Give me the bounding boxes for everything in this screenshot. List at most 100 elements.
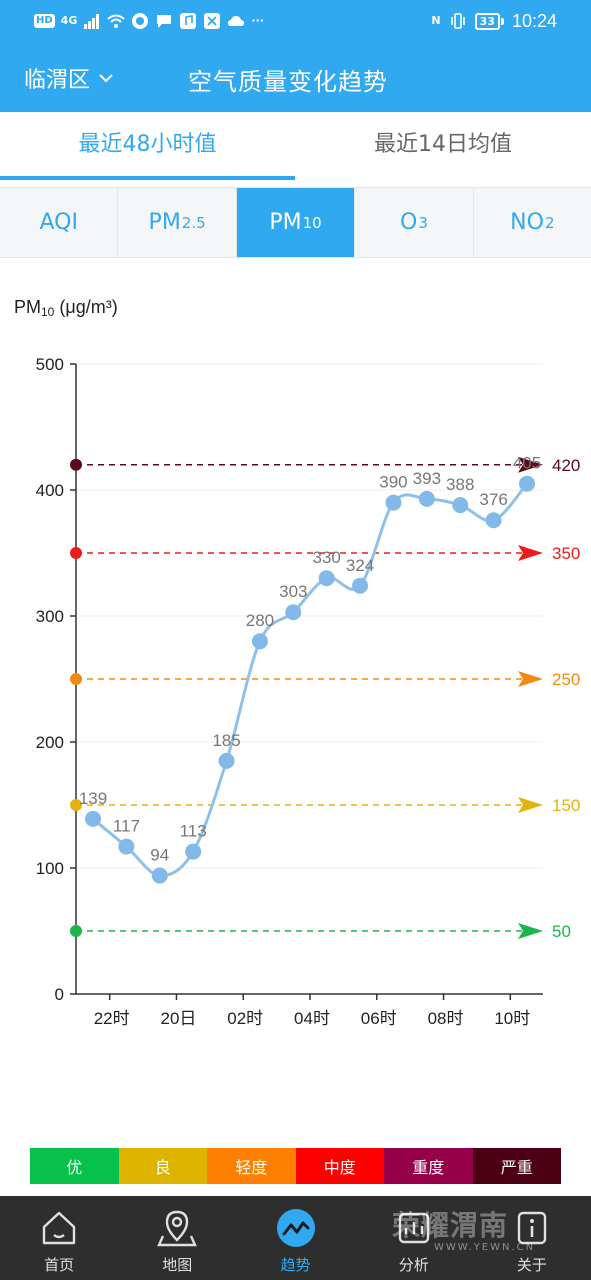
data-point — [519, 475, 535, 492]
threshold-arrow — [518, 923, 543, 939]
pollutant-label: O — [399, 210, 418, 235]
x-tick-label: 02时 — [227, 1009, 263, 1028]
data-point — [251, 633, 268, 650]
nav-label: 分析 — [398, 1256, 429, 1274]
legend-good: 良 — [118, 1148, 207, 1184]
data-label: 390 — [379, 473, 407, 492]
legend-light: 轻度 — [207, 1148, 296, 1184]
chevron-down-icon — [99, 74, 113, 83]
nav-label: 地图 — [162, 1256, 193, 1274]
pollutant-label: AQI — [39, 210, 78, 235]
cloud-icon — [228, 16, 245, 26]
x-tick-label: 10时 — [494, 1009, 530, 1028]
status-left: HD 4G — [34, 10, 264, 32]
data-point — [485, 512, 502, 529]
series-line — [92, 482, 529, 878]
info-icon — [517, 1211, 547, 1245]
threshold-dot — [70, 458, 82, 471]
unit-subscript: 10 — [41, 305, 55, 319]
data-point — [352, 577, 369, 594]
battery-icon: 33 — [474, 12, 504, 30]
app-bar: 临渭区 空气质量变化趋势 — [0, 42, 591, 112]
bottom-nav: 首页 地图 趋势 分析 关于 — [0, 1196, 591, 1280]
y-tick-label: 400 — [36, 481, 64, 500]
data-label: 393 — [413, 469, 441, 488]
pollutant-subscript: 2.5 — [181, 213, 206, 232]
data-label: 280 — [246, 611, 274, 630]
network-gen: 4G — [60, 14, 78, 27]
nav-home[interactable]: 首页 — [0, 1196, 118, 1280]
nav-label: 关于 — [516, 1256, 547, 1274]
pollutant-pm10[interactable]: PM 10 — [236, 188, 356, 257]
data-point — [185, 843, 202, 860]
data-label: 117 — [113, 817, 140, 836]
status-time: 10:24 — [511, 10, 557, 31]
data-point — [151, 867, 168, 884]
nav-about[interactable]: 关于 — [473, 1196, 591, 1280]
legend-label: 中度 — [323, 1158, 356, 1177]
data-label: 324 — [346, 556, 374, 575]
district-selector[interactable]: 临渭区 — [24, 62, 114, 94]
battery-tip — [500, 17, 504, 25]
x-tick-label: 20日 — [161, 1009, 197, 1028]
y-tick-label: 100 — [36, 859, 64, 878]
threshold-arrow — [518, 671, 543, 687]
legend-label: 优 — [66, 1158, 83, 1177]
threshold-label: 350 — [552, 544, 580, 563]
chart-y-axis-title: PM10 (μg/m³) — [14, 297, 118, 319]
hd-badge: HD — [34, 14, 55, 28]
header: HD 4G — [0, 0, 591, 112]
pollutant-subscript: 10 — [302, 213, 322, 232]
map-pin-icon — [157, 1210, 198, 1247]
pollutant-subscript: 2 — [544, 213, 555, 232]
y-tick-label: 200 — [36, 733, 64, 752]
nav-analysis[interactable]: 分析 — [355, 1196, 473, 1280]
active-tab-indicator — [0, 176, 295, 180]
range-tabs: 最近48小时值 最近14日均值 — [0, 112, 591, 182]
data-label: 113 — [180, 822, 207, 841]
tab-14-days[interactable]: 最近14日均值 — [374, 132, 512, 157]
data-point — [418, 490, 435, 507]
legend-excellent: 优 — [30, 1148, 119, 1184]
threshold-dot — [70, 673, 82, 685]
nav-map[interactable]: 地图 — [118, 1196, 236, 1280]
trend-icon — [276, 1209, 315, 1247]
threshold-arrow — [518, 545, 543, 561]
threshold-dot — [70, 925, 82, 937]
legend-label: 良 — [154, 1158, 171, 1177]
data-label: 388 — [446, 475, 474, 494]
vibrate-icon — [450, 13, 465, 29]
pollutant-label: PM — [269, 210, 302, 235]
data-label: 94 — [150, 846, 169, 865]
nav-trend[interactable]: 趋势 — [236, 1196, 354, 1280]
more-notifications-icon: ··· — [251, 14, 264, 27]
legend-heavy: 重度 — [384, 1148, 473, 1184]
status-right: N 33 10:24 — [431, 10, 557, 32]
translate-icon — [204, 13, 221, 29]
tab-48-hours[interactable]: 最近48小时值 — [78, 132, 217, 157]
threshold-dot — [70, 547, 82, 559]
threshold-arrow — [518, 456, 543, 473]
pollutant-aqi[interactable]: AQI — [0, 188, 119, 257]
data-label: 405 — [513, 454, 541, 473]
legend-label: 重度 — [412, 1158, 445, 1177]
data-label: 139 — [79, 789, 107, 808]
threshold-label: 50 — [552, 922, 571, 941]
district-name: 临渭区 — [24, 68, 91, 93]
y-tick-label: 300 — [36, 607, 64, 626]
wifi-icon — [107, 14, 126, 28]
pollutant-label: NO — [510, 210, 544, 235]
threshold-label: 150 — [552, 796, 580, 815]
data-label: 303 — [279, 582, 307, 601]
nav-label: 首页 — [44, 1256, 75, 1274]
data-label: 376 — [479, 490, 507, 509]
pollutant-no2[interactable]: NO 2 — [474, 188, 591, 257]
threshold-label: 250 — [552, 670, 580, 689]
nav-label: 趋势 — [280, 1256, 311, 1274]
browser-icon — [132, 13, 149, 29]
legend-label: 轻度 — [235, 1158, 268, 1177]
threshold-arrow — [518, 797, 543, 813]
analysis-icon — [398, 1212, 429, 1244]
pollutant-pm25[interactable]: PM 2.5 — [118, 188, 237, 257]
